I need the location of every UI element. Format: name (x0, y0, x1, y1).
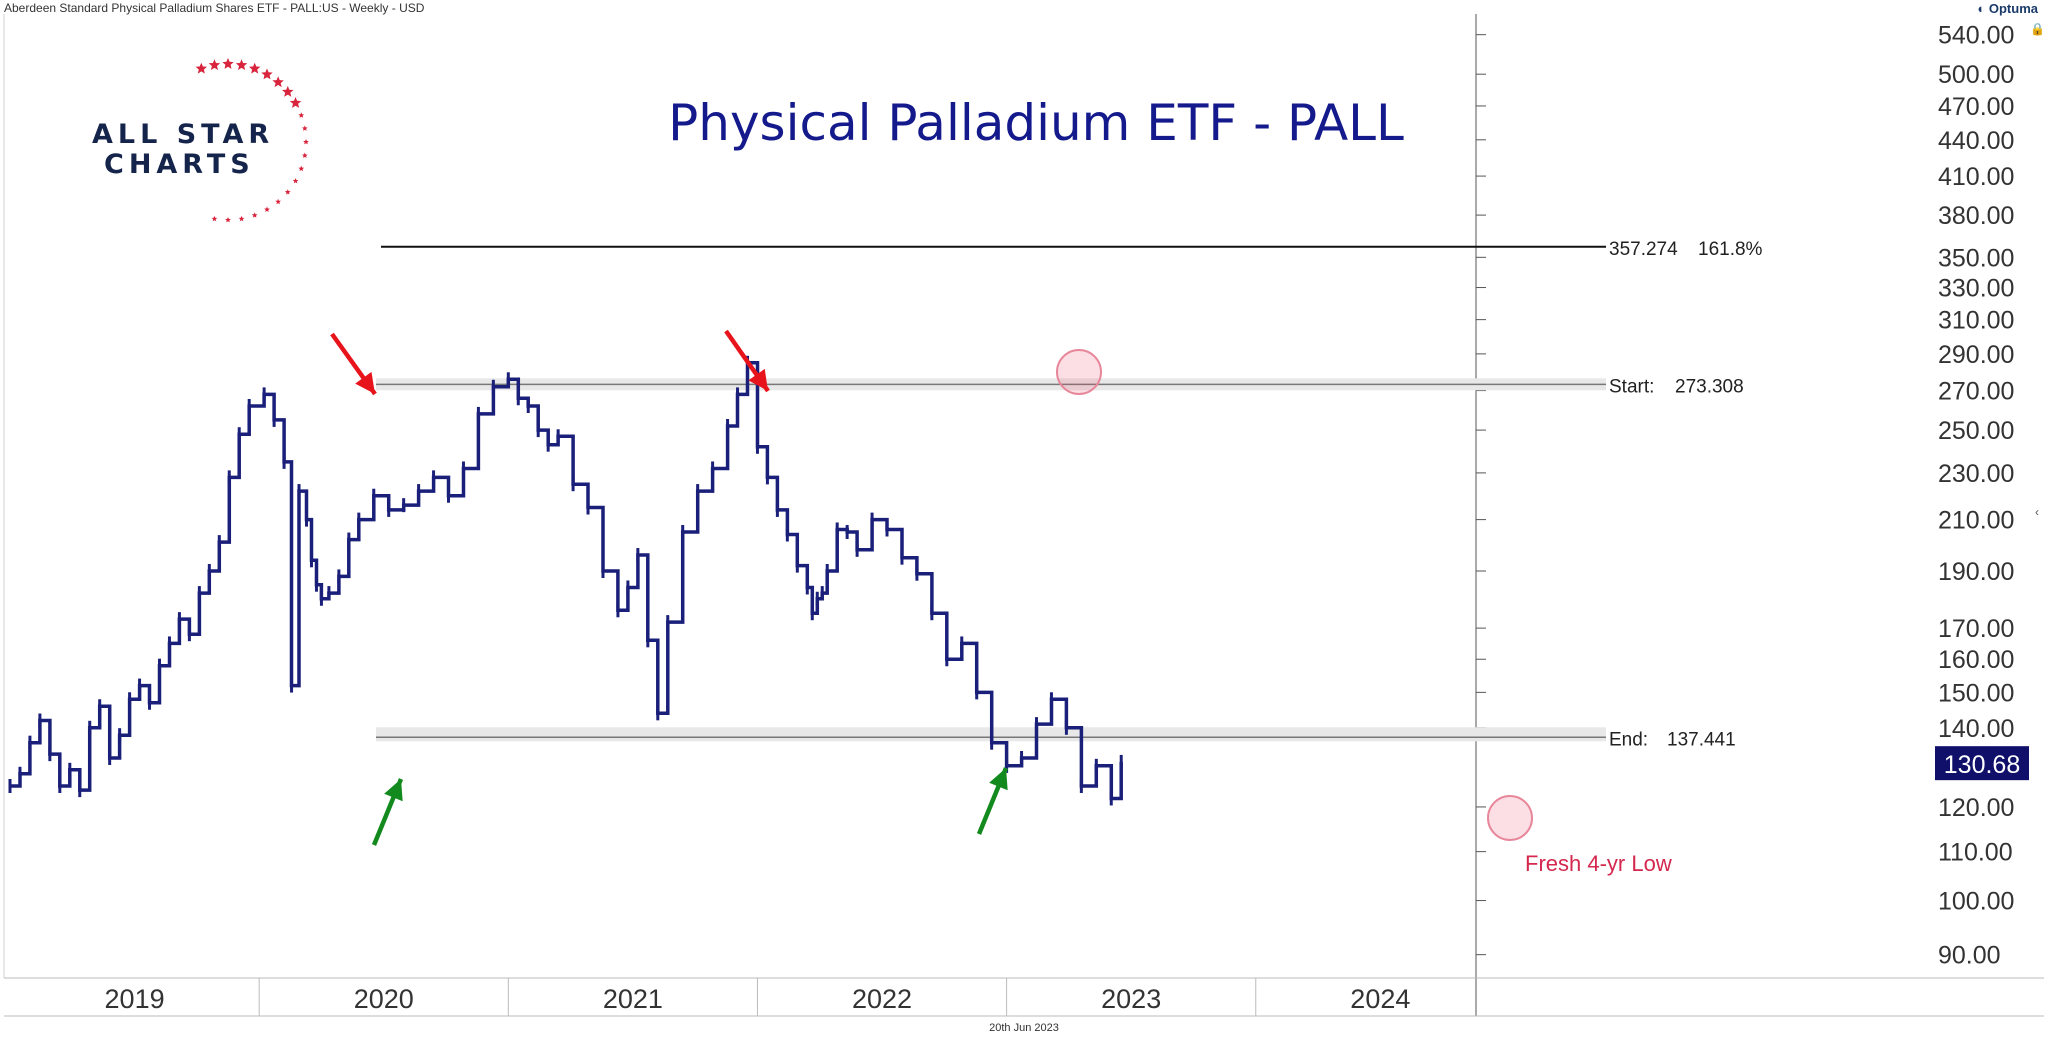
logo-star-icon (238, 215, 245, 222)
fib-level-value: 357.274 (1609, 239, 1678, 260)
logo-star-icon (261, 68, 273, 80)
x-tick-label: 2021 (603, 984, 663, 1014)
logo-star-icon (235, 59, 248, 70)
x-tick-label: 2019 (105, 984, 165, 1014)
y-tick-label: 150.00 (1938, 679, 2014, 707)
logo-star-icon (282, 85, 294, 97)
logo-line-2: CHARTS (104, 149, 255, 180)
start-level-value: 273.308 (1675, 376, 1744, 397)
start-level-label: Start: (1609, 376, 1654, 397)
y-tick-label: 210.00 (1938, 507, 2014, 535)
y-tick-label: 160.00 (1938, 646, 2014, 674)
footer-date: 20th Jun 2023 (989, 1022, 1059, 1034)
logo-star-icon (275, 198, 281, 205)
y-tick-label: 470.00 (1938, 93, 2014, 121)
collapse-panel-icon[interactable]: ‹ (2035, 505, 2039, 519)
x-tick-label: 2022 (852, 984, 912, 1014)
last-price-label: 130.68 (1944, 751, 2020, 779)
y-tick-label: 170.00 (1938, 615, 2014, 643)
y-tick-label: 540.00 (1938, 22, 2014, 50)
fresh-low-annotation: Fresh 4-yr Low (1525, 851, 1672, 876)
y-tick-label: 140.00 (1938, 715, 2014, 743)
y-tick-label: 290.00 (1938, 341, 2014, 369)
optuma-icon: ◐ (1977, 1, 1986, 16)
logo-star-icon (289, 97, 302, 108)
y-tick-label: 250.00 (1938, 417, 2014, 445)
y-tick-label: 230.00 (1938, 460, 2014, 488)
logo-star-icon (302, 125, 308, 131)
y-tick-label: 190.00 (1938, 558, 2014, 586)
fib-level-pct: 161.8% (1698, 239, 1763, 260)
green-arrow-1-head (384, 779, 403, 802)
logo-star-icon (264, 206, 270, 212)
y-tick-label: 410.00 (1938, 163, 2014, 191)
green-arrow-2-head (989, 768, 1008, 791)
y-tick-label: 350.00 (1938, 244, 2014, 272)
x-tick-label: 2024 (1350, 984, 1410, 1014)
y-tick-label: 110.00 (1938, 839, 2013, 867)
chart-title: Physical Palladium ETF - PALL (668, 94, 1404, 152)
logo-star-icon (272, 76, 284, 88)
logo-star-icon (225, 217, 231, 223)
red-arrow-1-head (355, 371, 375, 394)
x-tick-label: 2023 (1101, 984, 1161, 1014)
logo-star-icon (298, 165, 305, 172)
logo-star-icon (302, 152, 308, 158)
logo-star-icon (284, 189, 291, 195)
y-tick-label: 330.00 (1938, 275, 2014, 303)
x-tick-label: 2020 (354, 984, 414, 1014)
peak-highlight-circle (1056, 349, 1102, 395)
logo-star-icon (195, 62, 207, 74)
y-tick-label: 270.00 (1938, 378, 2014, 406)
logo-star-icon (298, 112, 305, 118)
lock-icon[interactable]: 🔒 (2030, 22, 2045, 36)
red-arrow-2-head (748, 368, 768, 391)
logo-star-icon (292, 178, 299, 184)
y-tick-label: 120.00 (1938, 794, 2014, 822)
brand-label: Optuma (1988, 1, 2038, 16)
logo-star-icon (303, 139, 309, 145)
end-level-value: 137.441 (1667, 729, 1736, 750)
end-level-label: End: (1609, 729, 1648, 750)
low-highlight-circle (1487, 795, 1533, 841)
y-tick-label: 500.00 (1938, 61, 2014, 89)
brand-logo: ◐ Optuma (1977, 1, 2038, 16)
logo-star-icon (211, 215, 218, 222)
instrument-header: Aberdeen Standard Physical Palladium Sha… (4, 1, 425, 15)
all-star-charts-logo: ALL STAR CHARTS (84, 84, 314, 214)
y-tick-label: 90.00 (1938, 942, 2001, 970)
y-tick-label: 310.00 (1938, 307, 2014, 335)
logo-star-icon (222, 58, 234, 69)
last-price-badge (1935, 746, 2029, 781)
logo-line-1: ALL STAR (92, 119, 275, 150)
y-tick-label: 380.00 (1938, 202, 2014, 230)
y-tick-label: 100.00 (1938, 888, 2014, 916)
logo-star-icon (251, 212, 258, 218)
logo-star-icon (249, 62, 261, 74)
logo-star-icon (208, 59, 221, 70)
y-tick-label: 440.00 (1938, 127, 2014, 155)
